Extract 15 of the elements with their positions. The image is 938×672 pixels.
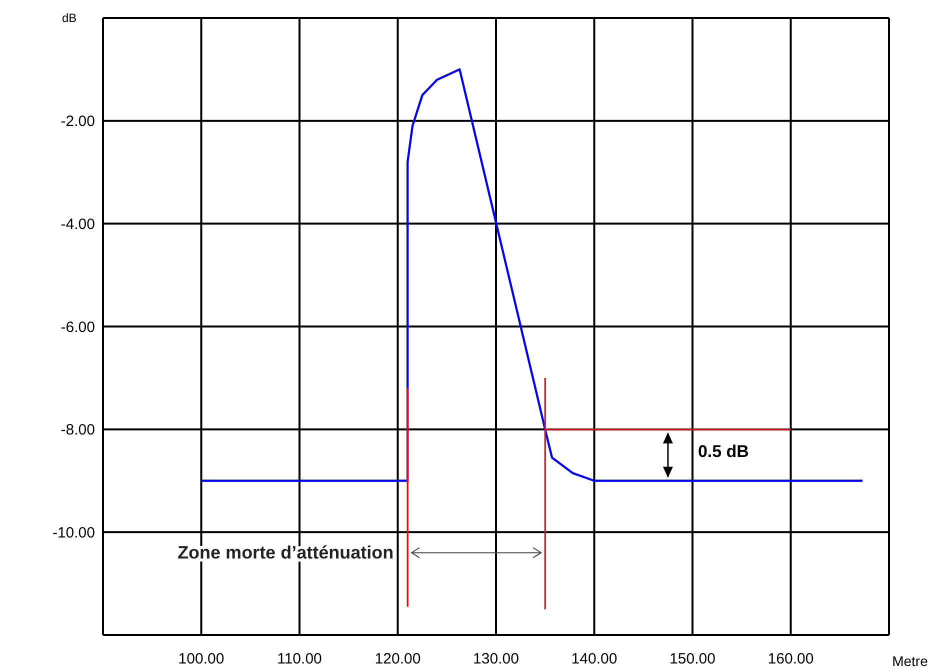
x-tick-label: 100.00 [178,650,224,668]
x-tick-label: 120.00 [374,650,421,668]
y-axis-title: dB [62,11,77,25]
y-tick-label: -4.00 [60,216,95,233]
y-tick-label: -2.00 [60,113,95,130]
annotation: 0.5 dB [698,442,749,462]
x-axis-title: Metre [892,653,928,669]
x-tick-label: 140.00 [571,650,618,668]
y-tick-label: -6.00 [60,318,95,336]
x-tick-label: 160.00 [768,650,814,668]
y-tick-label: -10.00 [52,524,95,542]
y-tick-label: -8.00 [60,422,95,439]
x-tick-label: 110.00 [277,650,322,668]
x-tick-label: 150.00 [670,650,716,668]
x-tick-label: 130.00 [473,650,519,668]
